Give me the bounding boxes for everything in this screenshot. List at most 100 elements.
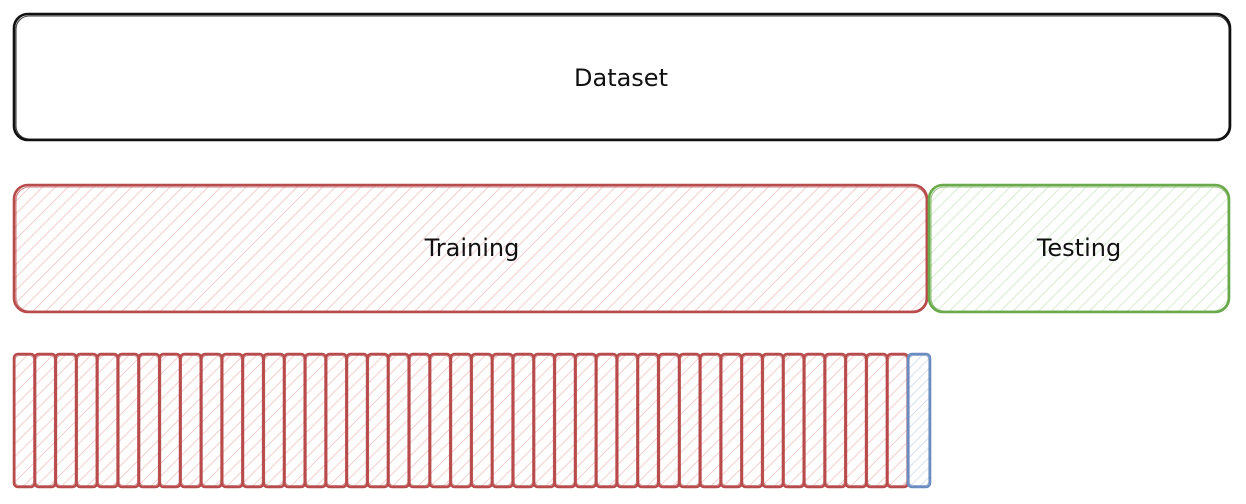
fold-slice-training	[740, 352, 764, 489]
fold-slice-training	[781, 352, 806, 489]
testing-box-hatch	[929, 185, 1229, 312]
dataset-box-sketch-stroke	[15, 15, 1230, 140]
fold-slice-training	[615, 352, 640, 489]
training-box: Training	[12, 183, 929, 314]
fold-slice-training	[532, 352, 556, 489]
fold-slice-training	[594, 352, 619, 489]
dataset-box-outline	[12, 12, 1232, 142]
fold-slice-training	[657, 352, 681, 489]
fold-slice-training-outline	[657, 352, 681, 489]
training-label: Training	[424, 234, 520, 262]
fold-slice-training-outline	[366, 352, 390, 489]
fold-slice-training-outline	[761, 352, 785, 489]
fold-slice-training-outline	[740, 352, 764, 489]
fold-slice-training-outline	[574, 352, 598, 489]
fold-slice-training-outline	[885, 352, 910, 489]
fold-slice-training-outline	[303, 352, 328, 489]
fold-slice-training	[220, 352, 244, 489]
fold-slice-training	[95, 352, 120, 489]
testing-box: Testing	[927, 183, 1231, 314]
fold-slice-training-outline	[428, 352, 452, 489]
fold-slice-training	[844, 352, 868, 489]
fold-slice-training-outline	[532, 352, 556, 489]
fold-slices	[12, 352, 932, 489]
fold-slice-training	[636, 352, 660, 489]
fold-slice-training-outline	[490, 352, 515, 489]
fold-slice-training	[823, 352, 847, 489]
fold-slice-training	[490, 352, 515, 489]
fold-slice-training-outline	[95, 352, 120, 489]
testing-label: Testing	[1036, 234, 1121, 262]
fold-slice-training	[574, 352, 598, 489]
fold-slice-training	[761, 352, 785, 489]
fold-slice-training	[324, 352, 348, 489]
fold-slice-training-outline	[594, 352, 619, 489]
fold-slice-training-outline	[12, 352, 37, 489]
fold-slice-training-outline	[470, 352, 494, 489]
training-box-sketch-stroke	[15, 186, 927, 312]
fold-slice-training-outline	[33, 352, 57, 489]
fold-slice-validation	[906, 352, 932, 489]
fold-slice-training	[179, 352, 203, 489]
fold-slice-training	[698, 352, 723, 489]
fold-slice-training-outline	[116, 352, 141, 489]
fold-slice-training	[282, 352, 307, 489]
fold-slice-training-outline	[282, 352, 307, 489]
fold-slice-training	[366, 352, 390, 489]
fold-slice-training	[449, 352, 473, 489]
fold-slice-training	[865, 352, 889, 489]
fold-slice-training-outline	[137, 352, 161, 489]
fold-slice-training-outline	[262, 352, 286, 489]
fold-slice-training	[75, 352, 99, 489]
fold-slice-training	[241, 352, 265, 489]
fold-slice-training	[511, 352, 536, 489]
fold-slice-training-outline	[844, 352, 868, 489]
fold-slice-training	[54, 352, 78, 489]
fold-slice-training-outline	[636, 352, 660, 489]
testing-box-outline	[927, 183, 1231, 314]
fold-slice-training-outline	[802, 352, 827, 489]
fold-slice-training-outline	[449, 352, 473, 489]
fold-slice-training	[116, 352, 141, 489]
fold-slice-validation-sketch-stroke	[908, 355, 930, 486]
fold-slice-training	[719, 352, 743, 489]
fold-slice-training	[137, 352, 161, 489]
fold-slice-training-outline	[865, 352, 889, 489]
fold-slice-training-outline	[407, 352, 432, 489]
fold-slice-training-outline	[199, 352, 224, 489]
fold-slice-validation-outline	[906, 352, 932, 489]
fold-slice-training-outline	[386, 352, 411, 489]
fold-slice-training	[407, 352, 432, 489]
fold-slice-training	[802, 352, 827, 489]
fold-slice-training	[158, 352, 182, 489]
fold-slice-training-outline	[781, 352, 806, 489]
fold-slice-training-outline	[615, 352, 640, 489]
fold-slice-training	[885, 352, 910, 489]
training-box-outline	[12, 183, 929, 314]
fold-slice-training-outline	[220, 352, 244, 489]
fold-slice-training-outline	[719, 352, 743, 489]
fold-slice-training-outline	[54, 352, 78, 489]
fold-slice-training-outline	[698, 352, 723, 489]
testing-box-sketch-stroke	[930, 186, 1229, 312]
fold-slice-training-outline	[553, 352, 577, 489]
fold-slice-training-outline	[75, 352, 99, 489]
fold-slice-training-outline	[823, 352, 847, 489]
fold-slice-training-outline	[511, 352, 536, 489]
fold-slice-training-outline	[241, 352, 265, 489]
fold-slice-training	[33, 352, 57, 489]
fold-slice-training	[553, 352, 577, 489]
fold-slice-training-outline	[158, 352, 182, 489]
fold-slice-training-outline	[678, 352, 702, 489]
fold-slice-training	[470, 352, 494, 489]
fold-slice-training-outline	[179, 352, 203, 489]
fold-slice-training	[12, 352, 37, 489]
dataset-label: Dataset	[574, 64, 668, 92]
fold-slice-training	[262, 352, 286, 489]
fold-slice-training	[386, 352, 411, 489]
training-box-hatch	[14, 185, 927, 312]
fold-slice-training	[199, 352, 224, 489]
fold-slice-training-outline	[345, 352, 369, 489]
fold-slice-training	[345, 352, 369, 489]
